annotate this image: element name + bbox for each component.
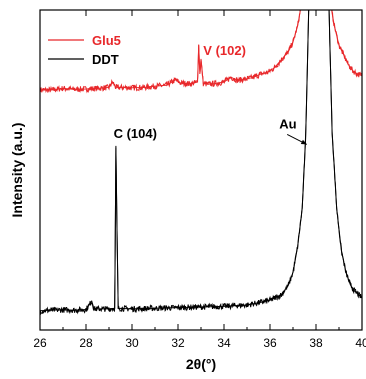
series-line-ddt	[40, 10, 362, 315]
x-axis-label: 2θ(°)	[186, 356, 216, 372]
series-peaks-ddt	[40, 10, 362, 312]
x-tick-label: 26	[33, 336, 47, 350]
x-tick-label: 30	[125, 336, 139, 350]
annotation-label: C (104)	[114, 126, 157, 141]
legend-label-glu5: Glu5	[92, 33, 121, 48]
series-layer	[40, 10, 362, 315]
annotations: V (102) C (104) Au	[114, 43, 308, 145]
x-tick-label: 36	[263, 336, 277, 350]
y-axis-label: Intensity (a.u.)	[9, 123, 25, 218]
x-tick-label: 28	[79, 336, 93, 350]
annotation-arrowhead	[300, 139, 307, 145]
legend: Glu5 DDT	[48, 33, 121, 67]
legend-label-ddt: DDT	[92, 52, 119, 67]
series-peaks-glu5	[40, 10, 362, 91]
x-tick-label: 38	[309, 336, 323, 350]
x-tick-label: 32	[171, 336, 185, 350]
ticks-layer: 26 28 30 32 34 36 38 40	[33, 10, 366, 350]
x-tick-label: 40	[355, 336, 366, 350]
x-tick-label: 34	[217, 336, 231, 350]
plot-frame	[39, 9, 363, 331]
series-line-glu5	[40, 10, 362, 94]
annotation-label: Au	[279, 116, 296, 131]
annotation-label: V (102)	[203, 43, 246, 58]
